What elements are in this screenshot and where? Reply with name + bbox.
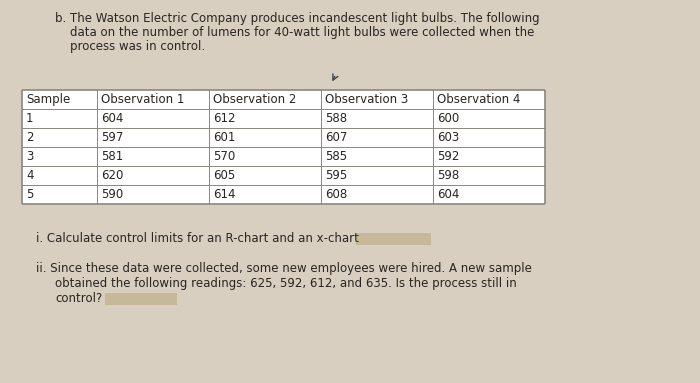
Text: process was in control.: process was in control. [70,40,205,53]
Text: ii. Since these data were collected, some new employees were hired. A new sample: ii. Since these data were collected, som… [36,262,532,275]
Text: control?: control? [55,292,102,305]
Text: 585: 585 [325,150,347,163]
Text: i. Calculate control limits for an R-chart and an x-chart: i. Calculate control limits for an R-cha… [36,232,359,245]
Text: 3: 3 [26,150,34,163]
Text: 590: 590 [101,188,123,201]
Bar [105,293,177,305]
Text: Observation 4: Observation 4 [437,93,520,106]
Bar [356,233,431,245]
Text: 2: 2 [26,131,34,144]
Text: 604: 604 [437,188,459,201]
Text: 605: 605 [213,169,235,182]
Text: 5: 5 [26,188,34,201]
Text: data on the number of lumens for 40-watt light bulbs were collected when the: data on the number of lumens for 40-watt… [70,26,534,39]
Text: 581: 581 [101,150,123,163]
Text: 614: 614 [213,188,235,201]
Text: obtained the following readings: 625, 592, 612, and 635. Is the process still in: obtained the following readings: 625, 59… [55,277,517,290]
Text: b. The Watson Electric Company produces incandescent light bulbs. The following: b. The Watson Electric Company produces … [55,12,540,25]
Text: 595: 595 [325,169,347,182]
Text: 597: 597 [101,131,123,144]
Text: 608: 608 [325,188,347,201]
Text: 598: 598 [437,169,459,182]
Text: 604: 604 [101,112,123,125]
Text: 592: 592 [437,150,459,163]
Text: Observation 2: Observation 2 [213,93,296,106]
Text: 620: 620 [101,169,123,182]
Text: 588: 588 [325,112,347,125]
Text: Observation 3: Observation 3 [325,93,408,106]
Text: 612: 612 [213,112,235,125]
Text: 1: 1 [26,112,34,125]
Bar [22,90,545,204]
Text: 600: 600 [437,112,459,125]
Text: 603: 603 [437,131,459,144]
Text: 601: 601 [213,131,235,144]
Text: Sample: Sample [26,93,70,106]
Text: 607: 607 [325,131,347,144]
Text: 4: 4 [26,169,34,182]
Text: Observation 1: Observation 1 [101,93,184,106]
Text: 570: 570 [213,150,235,163]
